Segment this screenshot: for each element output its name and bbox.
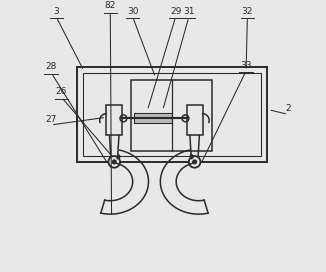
Text: 31: 31 [183, 7, 195, 16]
Bar [77, 67, 267, 162]
Circle shape [189, 156, 200, 168]
Text: 26: 26 [56, 87, 67, 96]
Bar [106, 105, 122, 135]
Text: 30: 30 [127, 7, 139, 16]
Bar [83, 73, 261, 156]
Circle shape [109, 156, 120, 168]
Text: 28: 28 [45, 62, 57, 71]
Text: 33: 33 [240, 61, 252, 70]
Circle shape [112, 160, 116, 164]
Text: 2: 2 [286, 104, 291, 113]
Text: 27: 27 [45, 115, 57, 124]
Text: 29: 29 [170, 7, 181, 16]
Circle shape [193, 160, 197, 164]
Bar [134, 113, 172, 123]
Text: 3: 3 [53, 7, 59, 16]
Bar [131, 80, 212, 151]
Text: 32: 32 [242, 7, 253, 16]
Text: 82: 82 [105, 1, 116, 10]
Bar [187, 105, 202, 135]
